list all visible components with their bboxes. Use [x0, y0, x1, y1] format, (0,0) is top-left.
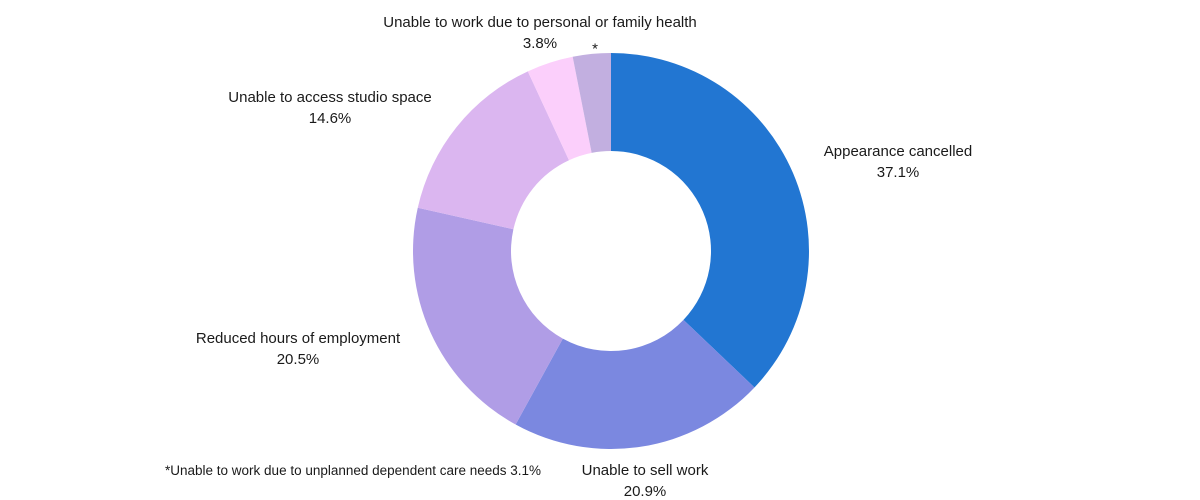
slice-label-text: * — [592, 40, 598, 58]
pie-slice-5 — [572, 52, 611, 153]
pie-slice-1 — [515, 319, 755, 449]
slice-label-reduced-hours: Reduced hours of employment 20.5% — [196, 328, 400, 370]
slice-label-text: Unable to sell work — [581, 462, 709, 479]
slice-label-text: Unable to work due to personal or family… — [383, 14, 697, 31]
slice-percent-text: 37.1% — [876, 164, 920, 181]
slice-label-text: Unable to access studio space — [228, 89, 432, 106]
slice-label-appearance-cancelled: Appearance cancelled 37.1% — [824, 141, 972, 183]
slice-label-studio-space: Unable to access studio space 14.6% — [228, 87, 431, 129]
slice-label-unable-to-sell: Unable to sell work 20.9% — [582, 460, 709, 500]
chart-footnote: *Unable to work due to unplanned depende… — [165, 463, 542, 478]
slice-percent-text: 20.5% — [276, 351, 320, 368]
slice-percent-text: 20.9% — [623, 483, 667, 500]
slice-percent-text: 3.8% — [522, 35, 558, 52]
slice-label-text: Reduced hours of employment — [195, 330, 401, 347]
slice-percent-text: 14.6% — [308, 110, 352, 127]
pie-slice-0 — [611, 53, 809, 388]
pie-slice-4 — [527, 56, 592, 161]
slice-label-dependent-care-asterisk: * — [592, 39, 598, 60]
pie-slice-3 — [417, 71, 569, 230]
pie-slice-2 — [413, 207, 563, 425]
slice-label-text: Appearance cancelled — [823, 143, 973, 160]
slice-label-personal-family-health: Unable to work due to personal or family… — [383, 12, 697, 54]
